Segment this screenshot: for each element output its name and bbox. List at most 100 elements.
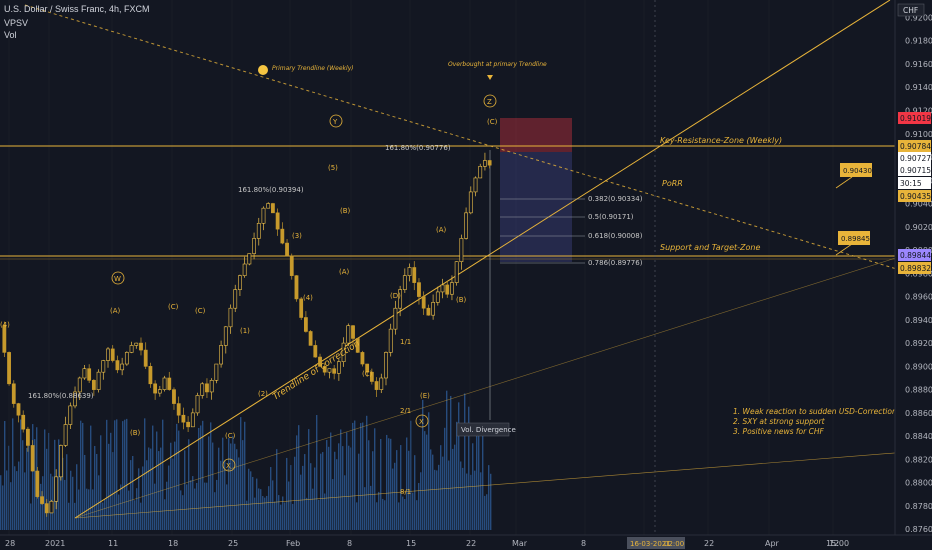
volume-bar: [376, 502, 378, 530]
volume-bar: [126, 418, 128, 530]
candle-body: [143, 349, 148, 367]
date-tick: 2021: [45, 539, 65, 548]
volume-bar: [124, 419, 126, 530]
wave-label: (C): [487, 118, 498, 126]
volume-bar: [20, 419, 22, 530]
volume-bar: [232, 435, 234, 530]
volume-bar: [244, 421, 246, 530]
volume-bar: [256, 478, 258, 530]
volume-bar: [454, 444, 456, 530]
volume-bar: [280, 504, 282, 530]
candle-body: [30, 445, 35, 472]
volume-bar: [222, 437, 224, 530]
volume-bar: [204, 482, 206, 530]
volume-bar: [168, 465, 170, 530]
fib-label: 161.80%(0.88639): [28, 392, 94, 400]
candle-body: [280, 228, 285, 244]
candle-body: [16, 403, 21, 416]
price-badge: [898, 177, 931, 189]
candle-body: [54, 476, 59, 502]
wave-label: (E): [420, 392, 430, 400]
volume-bar: [208, 436, 210, 530]
indicator-vol[interactable]: Vol: [4, 30, 17, 40]
volume-bar: [394, 462, 396, 530]
volume-bar: [370, 485, 372, 530]
volume-bar: [112, 452, 114, 530]
volume-bar: [320, 453, 322, 530]
volume-bar: [182, 495, 184, 530]
callout-pointer: [835, 243, 853, 256]
volume-bar: [32, 424, 34, 530]
candle-body: [233, 289, 238, 309]
candle-body: [157, 389, 162, 394]
volume-bar: [68, 502, 70, 530]
time-axis[interactable]: [0, 535, 932, 550]
volume-bar: [122, 421, 124, 530]
candle-body: [214, 363, 219, 381]
volume-bar: [404, 498, 406, 530]
volume-bar: [438, 464, 440, 530]
volume-bar: [74, 502, 76, 530]
volume-bar: [152, 425, 154, 530]
fib-label: 0.382(0.90334): [588, 195, 643, 203]
volume-bar: [292, 503, 294, 530]
candle-body: [360, 352, 365, 365]
date-tick: 18: [168, 539, 178, 548]
volume-bar: [206, 482, 208, 530]
volume-bar: [272, 480, 274, 530]
volume-bar: [380, 439, 382, 530]
candle-body: [322, 366, 327, 373]
wave-labels: (5) (3) (4) (B) (A) (C) (1) (2) (D) (E) …: [0, 118, 498, 440]
candle-body: [162, 377, 167, 390]
date-tick: 22: [704, 539, 714, 548]
volume-bar: [186, 484, 188, 530]
candle-body: [435, 291, 440, 303]
volume-bar: [224, 460, 226, 530]
volume-bar: [66, 454, 68, 530]
volume-bar: [252, 476, 254, 530]
volume-bar: [362, 422, 364, 530]
volume-bar: [358, 453, 360, 530]
volume-bar: [192, 476, 194, 530]
volume-bar: [330, 432, 332, 530]
overbought-label: Overbought at primary Trendline: [448, 61, 547, 68]
symbol-title[interactable]: U.S. Dollar / Swiss Franc, 4h, FXCM: [4, 4, 150, 14]
volume-bar: [84, 454, 86, 530]
volume-bar: [442, 456, 444, 530]
volume-bar: [72, 476, 74, 530]
candle-body: [73, 391, 77, 407]
volume-bar: [348, 445, 350, 530]
trendline-marker: [258, 65, 268, 75]
volume-bar: [102, 502, 104, 530]
volume-bar: [240, 417, 242, 530]
volume-bar: [210, 422, 212, 530]
candle-body: [275, 212, 280, 230]
volume-bar: [176, 423, 178, 530]
candle-body: [40, 496, 44, 504]
candle-body: [454, 261, 459, 283]
volume-bar: [172, 458, 174, 530]
volume-bar: [130, 460, 132, 530]
wave-label: (A): [110, 307, 121, 315]
date-tick: 25: [228, 539, 238, 548]
time-tick: 15:00: [826, 539, 849, 548]
candle-body: [346, 325, 351, 344]
price-badge: [898, 112, 931, 124]
note-line: 1. Weak reaction to sudden USD-Correctio…: [733, 407, 897, 416]
crosshair-date-badge: [627, 537, 685, 549]
volume-bar: [284, 502, 286, 530]
candle-body: [120, 363, 125, 371]
candle-body: [124, 352, 129, 365]
volume-bar: [458, 402, 460, 530]
date-tick: 22: [466, 539, 476, 548]
indicator-vpsv[interactable]: VPSV: [4, 18, 29, 28]
currency-box[interactable]: [897, 3, 925, 17]
candle-body: [21, 414, 26, 430]
candle-body: [129, 345, 134, 353]
